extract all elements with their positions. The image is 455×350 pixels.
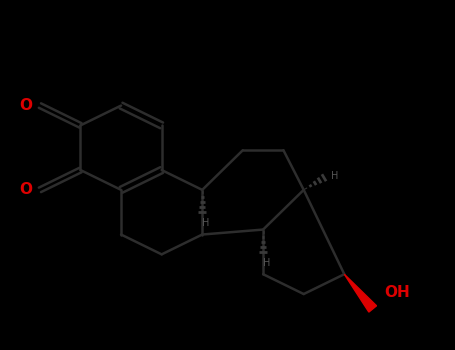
Text: H: H (263, 258, 270, 267)
Text: OH: OH (384, 285, 410, 300)
Text: H: H (202, 218, 210, 228)
Text: O: O (19, 182, 32, 197)
Polygon shape (344, 274, 377, 312)
Text: H: H (331, 172, 338, 181)
Text: O: O (19, 98, 32, 113)
